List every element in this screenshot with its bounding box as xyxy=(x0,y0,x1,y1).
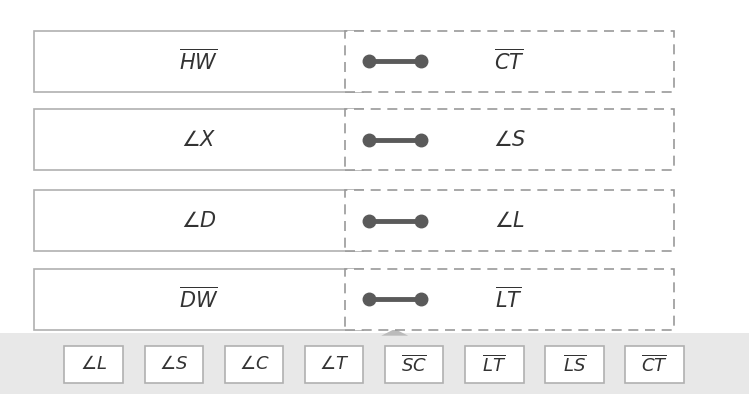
Text: $\overline{LT}$: $\overline{LT}$ xyxy=(482,354,506,375)
Text: $\overline{LT}$: $\overline{LT}$ xyxy=(495,287,524,312)
Polygon shape xyxy=(381,329,408,336)
Text: $\overline{CT}$: $\overline{CT}$ xyxy=(494,48,524,74)
Text: $\overline{DW}$: $\overline{DW}$ xyxy=(179,287,218,312)
Bar xyxy=(34,109,363,170)
Bar xyxy=(465,346,524,383)
Text: $\angle \mathit{D}$: $\angle \mathit{D}$ xyxy=(181,211,216,230)
Bar xyxy=(0,333,749,394)
Bar xyxy=(345,269,674,330)
Text: $\angle \mathit{L}$: $\angle \mathit{L}$ xyxy=(80,355,107,374)
Text: $\overline{LS}$: $\overline{LS}$ xyxy=(562,354,586,375)
Text: $\angle \mathit{X}$: $\angle \mathit{X}$ xyxy=(181,130,216,150)
Bar xyxy=(225,346,283,383)
Bar xyxy=(545,346,604,383)
Text: $\angle \mathit{S}$: $\angle \mathit{S}$ xyxy=(493,130,526,150)
Text: $\angle \mathit{S}$: $\angle \mathit{S}$ xyxy=(160,355,188,374)
Text: $\angle \mathit{C}$: $\angle \mathit{C}$ xyxy=(239,355,269,374)
Bar xyxy=(64,346,123,383)
Bar xyxy=(345,31,674,92)
Bar xyxy=(625,346,684,383)
Text: $\angle \mathit{L}$: $\angle \mathit{L}$ xyxy=(494,211,525,230)
Bar xyxy=(385,346,443,383)
Text: $\overline{SC}$: $\overline{SC}$ xyxy=(401,354,427,375)
Bar xyxy=(345,109,674,170)
Bar xyxy=(145,346,203,383)
Text: $\overline{CT}$: $\overline{CT}$ xyxy=(641,354,668,375)
Bar xyxy=(34,31,363,92)
Bar xyxy=(34,269,363,330)
Text: $\overline{HW}$: $\overline{HW}$ xyxy=(179,48,218,74)
Bar xyxy=(34,190,363,251)
Bar xyxy=(305,346,363,383)
Text: $\angle \mathit{T}$: $\angle \mathit{T}$ xyxy=(319,355,349,374)
Bar xyxy=(345,190,674,251)
